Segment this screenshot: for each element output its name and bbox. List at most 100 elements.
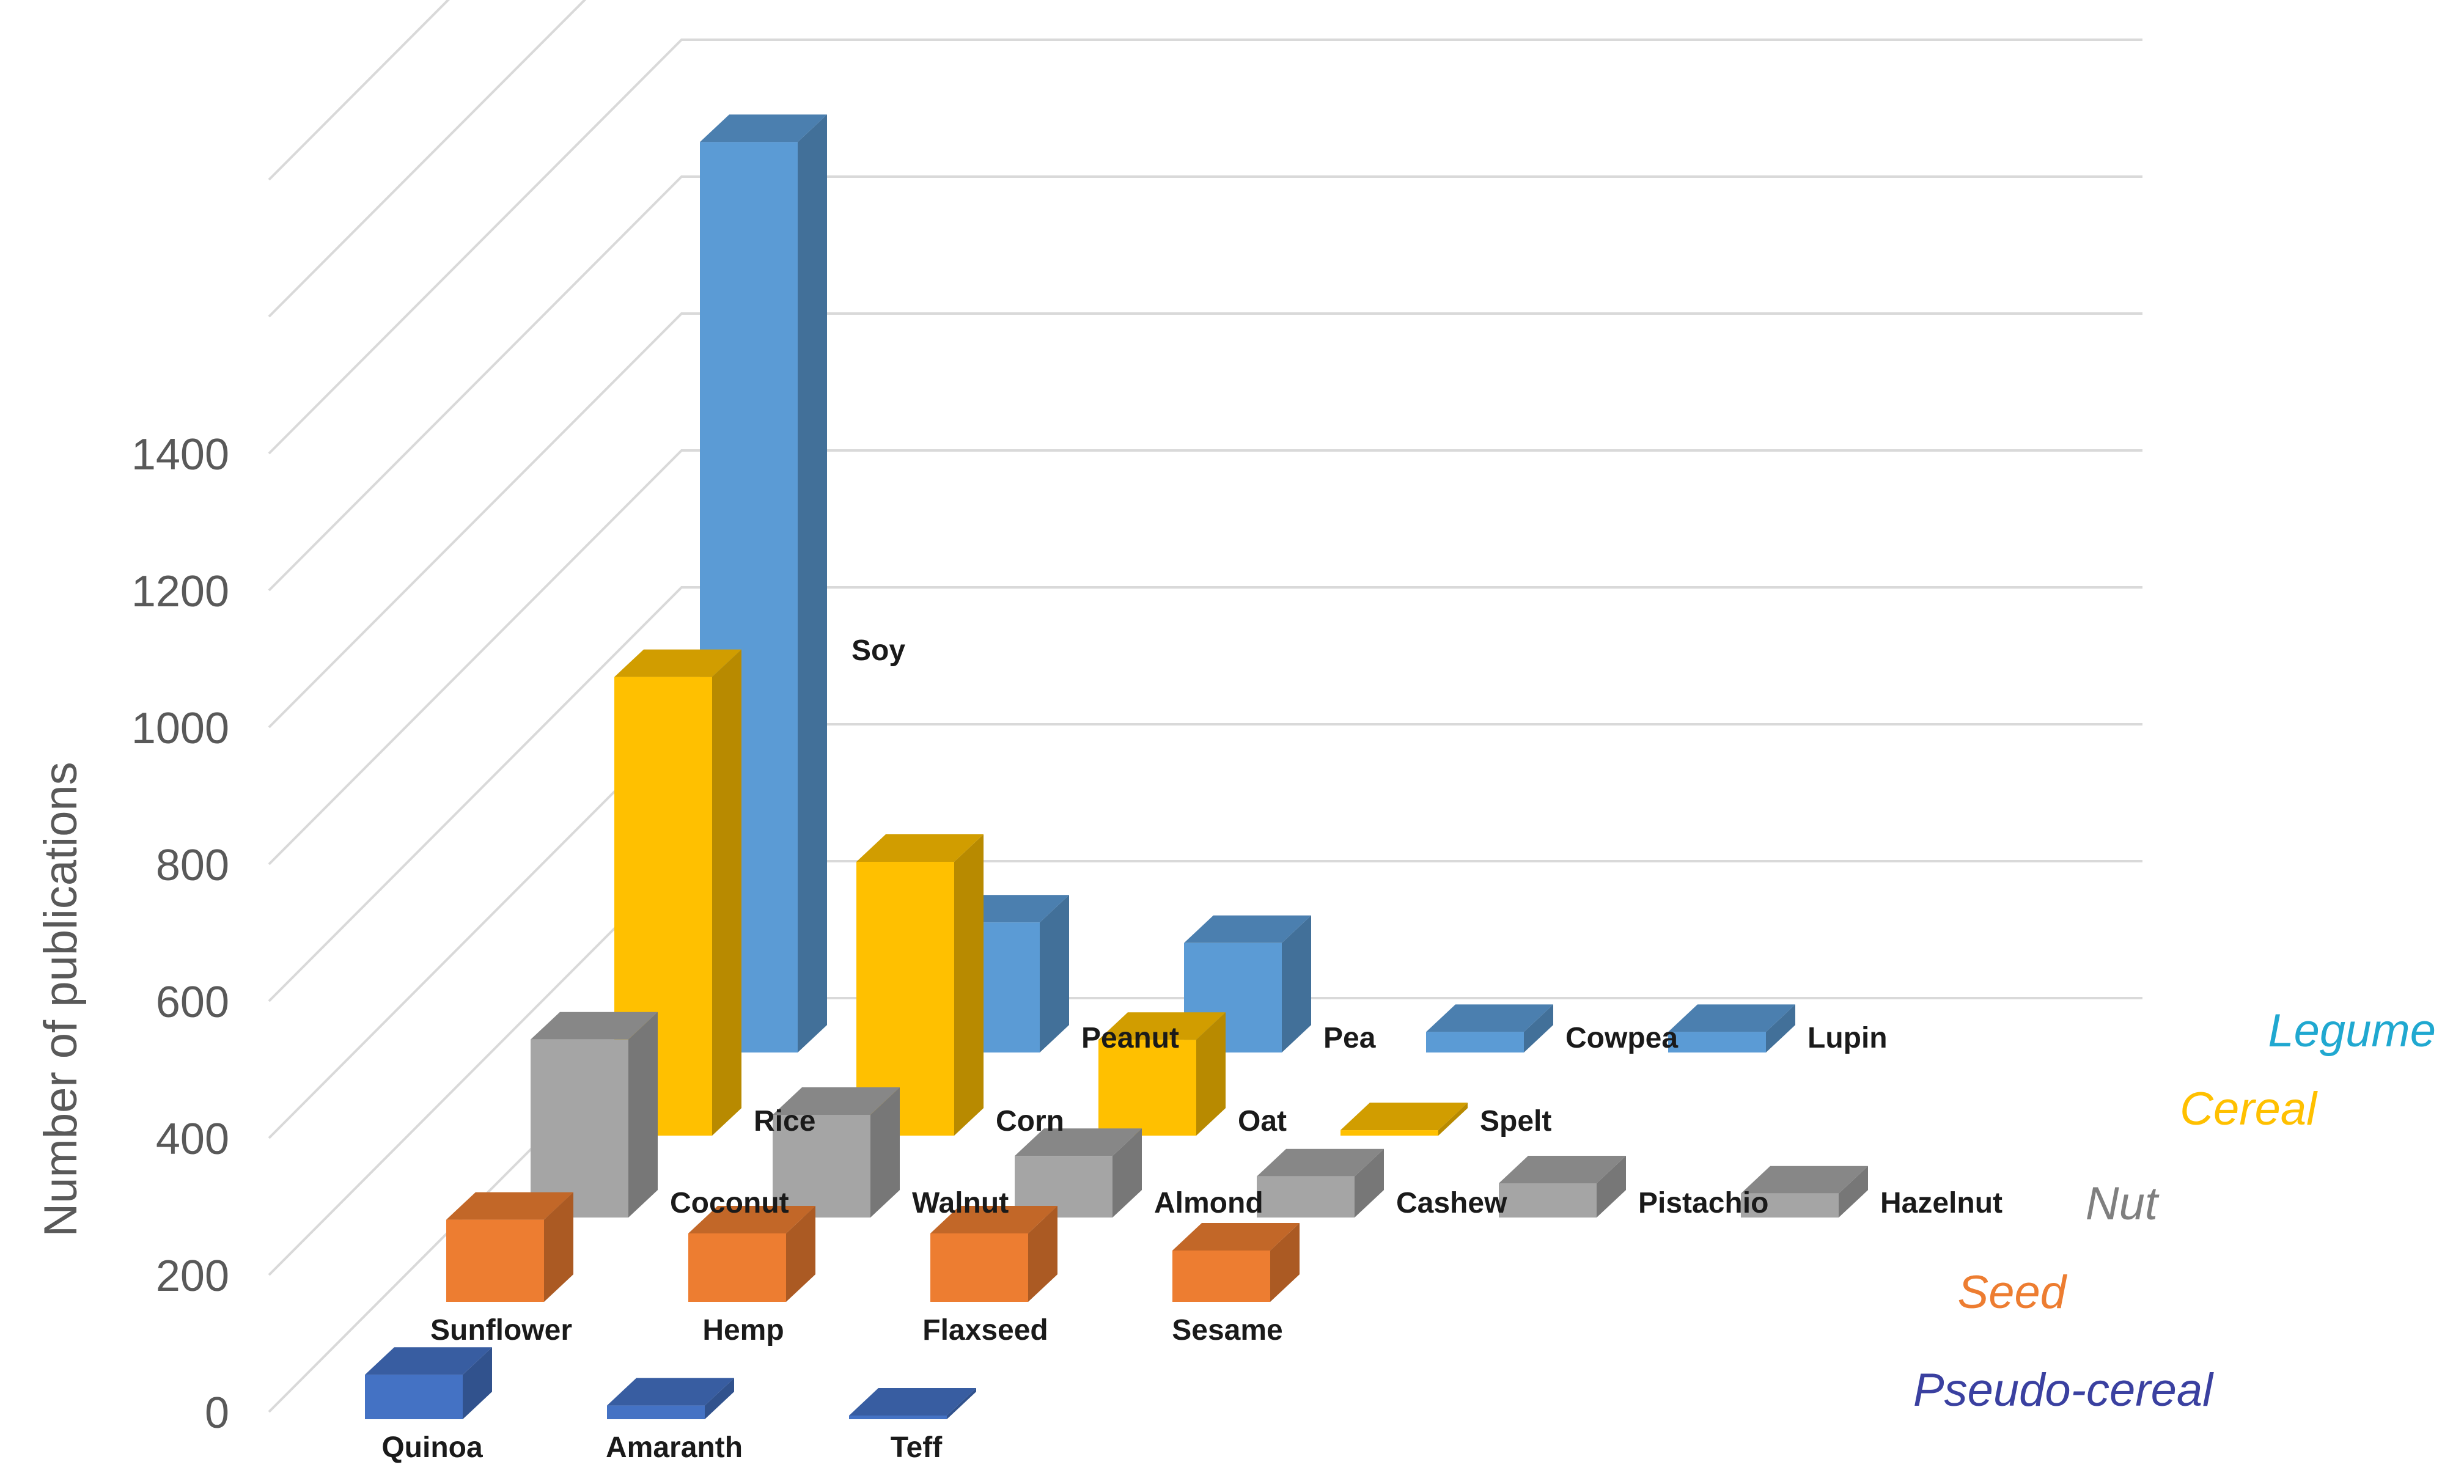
gridline	[268, 0, 450, 181]
bar-side	[947, 1388, 976, 1419]
gridline	[268, 586, 2142, 1002]
bar-cowpea	[1426, 1004, 1553, 1052]
bar-side	[1597, 1156, 1626, 1218]
y-tick-label: 0	[205, 1389, 229, 1438]
bar-side	[1766, 1004, 1795, 1052]
bar-front	[1499, 1183, 1597, 1218]
bar-side	[463, 1347, 492, 1419]
bar-front	[1741, 1193, 1839, 1218]
bar-top	[531, 1012, 658, 1040]
bar-pistachio	[1499, 1156, 1626, 1218]
bar-top	[930, 1206, 1057, 1233]
bar-front	[1257, 1176, 1355, 1218]
bar-label-sunflower: Sunflower	[430, 1314, 572, 1346]
bar-top	[700, 114, 827, 142]
bar-label-lupin: Lupin	[1808, 1022, 1888, 1054]
bar-hazelnut	[1741, 1166, 1868, 1218]
bar-front	[1340, 1130, 1438, 1136]
bar-side	[1282, 915, 1311, 1052]
bar-label-cashew: Cashew	[1396, 1187, 1507, 1219]
y-tick-label: 1400	[131, 430, 229, 479]
bar-front	[1426, 1032, 1524, 1052]
gridline	[268, 39, 2142, 455]
bar-hemp	[688, 1206, 815, 1302]
bar-oat	[1098, 1012, 1226, 1136]
bar-spelt	[1340, 1103, 1468, 1136]
bar-label-pea: Pea	[1323, 1022, 1376, 1054]
bar-walnut	[773, 1087, 900, 1218]
bar-teff	[849, 1388, 976, 1419]
bar-side	[1270, 1223, 1300, 1302]
bar-side	[712, 649, 741, 1136]
bar-side	[1028, 1206, 1057, 1302]
bar-label-pistachio: Pistachio	[1638, 1187, 1768, 1219]
bar-label-rice: Rice	[754, 1105, 815, 1137]
bar-top	[849, 1388, 976, 1416]
bar-flaxseed	[930, 1206, 1057, 1302]
bar-top	[607, 1378, 734, 1406]
bar-label-corn: Corn	[996, 1105, 1064, 1137]
bar-front	[1668, 1032, 1766, 1052]
bar-top	[1426, 1004, 1553, 1032]
bar-front	[930, 1233, 1028, 1302]
bar-side	[1524, 1004, 1553, 1052]
y-tick-label: 200	[156, 1252, 229, 1301]
bar-top	[1172, 1223, 1300, 1251]
bar-front	[607, 1405, 705, 1419]
bar-top	[365, 1347, 492, 1375]
bar-label-peanut: Peanut	[1081, 1022, 1179, 1054]
bar-label-coconut: Coconut	[670, 1187, 789, 1219]
bar-label-amaranth: Amaranth	[606, 1431, 743, 1464]
bar-front	[688, 1233, 786, 1302]
bar-label-hazelnut: Hazelnut	[1880, 1187, 2002, 1219]
series-label-cereal: Cereal	[2180, 1083, 2318, 1135]
bar-top	[1184, 915, 1311, 943]
y-tick-label: 400	[156, 1115, 229, 1164]
bar-lupin	[1668, 1004, 1795, 1052]
y-axis: 0 200 400 600 800 1000 1200 1400	[131, 0, 2142, 1438]
bar-pea	[1184, 915, 1311, 1052]
bar-top	[773, 1087, 900, 1115]
bars	[365, 114, 1868, 1419]
bar-side	[786, 1206, 815, 1302]
bar-top	[1668, 1004, 1795, 1032]
bar-top	[1499, 1156, 1626, 1183]
bar-front	[1172, 1251, 1270, 1302]
bar-label-oat: Oat	[1238, 1105, 1287, 1137]
bar-soy	[700, 114, 827, 1052]
bar-side	[1839, 1166, 1868, 1218]
bar-sesame	[1172, 1223, 1300, 1302]
bar-side	[1196, 1012, 1226, 1136]
bar-label-spelt: Spelt	[1480, 1105, 1551, 1137]
bar-cashew	[1257, 1148, 1384, 1218]
bar-label-soy: Soy	[851, 634, 905, 667]
gridline	[268, 0, 587, 318]
bar-top	[1257, 1148, 1384, 1177]
bar-top	[1741, 1166, 1868, 1194]
bar-front	[773, 1115, 870, 1218]
bar-front	[1098, 1040, 1196, 1136]
bar-side	[1438, 1103, 1468, 1136]
bar-side	[870, 1087, 900, 1218]
bar-label-cowpea: Cowpea	[1565, 1022, 1678, 1054]
gridline	[268, 449, 2142, 865]
y-tick-label: 600	[156, 978, 229, 1027]
y-axis-title: Number of publications	[35, 762, 87, 1236]
gridline	[268, 312, 2142, 729]
bar-side	[628, 1012, 658, 1218]
bar-label-flaxseed: Flaxseed	[922, 1314, 1048, 1346]
bar-side	[544, 1192, 573, 1302]
bar-top	[1340, 1103, 1468, 1131]
bar-label-teff: Teff	[891, 1431, 943, 1464]
bar-side	[798, 114, 827, 1052]
bar-label-quinoa: Quinoa	[381, 1431, 483, 1464]
bar-side	[1040, 895, 1069, 1052]
bar-label-hemp: Hemp	[702, 1314, 784, 1346]
bar-front	[446, 1219, 544, 1302]
bar-side	[1355, 1148, 1384, 1218]
bar-quinoa	[365, 1347, 492, 1419]
bar-top	[688, 1206, 815, 1233]
y-tick-label: 1200	[131, 567, 229, 616]
series-label-pseudo-cereal: Pseudo-cereal	[1913, 1364, 2214, 1416]
bar-amaranth	[607, 1378, 734, 1419]
